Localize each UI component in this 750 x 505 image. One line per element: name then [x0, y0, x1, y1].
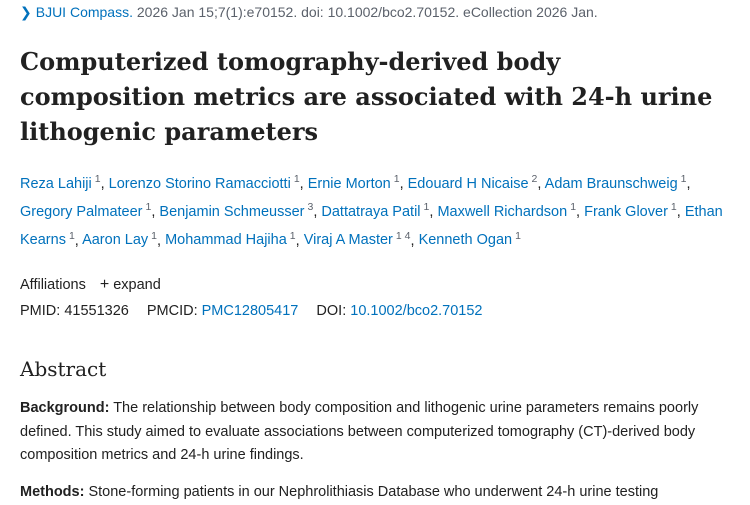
author-link[interactable]: Benjamin Schmeusser — [159, 204, 305, 221]
pmid-value: 41551326 — [64, 303, 129, 319]
author-affiliation-number[interactable]: 1 — [423, 201, 430, 214]
author-entry: Ethan Kearns 1 — [20, 204, 723, 248]
author-entry: Frank Glover 1 — [584, 201, 677, 221]
author-link[interactable]: Edouard H Nicaise — [407, 175, 529, 192]
affiliations-row: Affiliations + expand — [20, 276, 161, 294]
abstract-heading: Abstract — [20, 357, 107, 381]
expand-label: expand — [113, 277, 161, 293]
author-entry: Ernie Morton 1 — [307, 173, 400, 192]
citation-details: 2026 Jan 15;7(1):e70152. doi: 10.1002/bc… — [136, 4, 598, 20]
author-entry: Lorenzo Storino Ramacciotti 1 — [108, 173, 300, 192]
identifiers-row: PMID: 41551326 PMCID: PMC12805417 DOI: 1… — [20, 303, 497, 319]
author-affiliation-number[interactable]: 1 — [670, 201, 677, 214]
author-entry: Viraj A Master 1 4 — [303, 229, 411, 249]
author-link[interactable]: Aaron Lay — [82, 232, 149, 249]
author-entry: Kenneth Ogan 1 — [418, 229, 521, 249]
background-label: Background: — [20, 400, 110, 416]
author-list: Reza Lahiji 1, Lorenzo Storino Ramacciott… — [20, 173, 723, 249]
author-link[interactable]: Ethan Kearns — [20, 204, 723, 249]
author-affiliation-number[interactable]: 1 — [94, 173, 101, 185]
author-link[interactable]: Kenneth Ogan — [418, 232, 513, 249]
author-affiliation-number[interactable]: 3 — [307, 201, 314, 214]
author-entry: Gregory Palmateer 1 — [20, 201, 152, 221]
author-affiliation-number[interactable]: 1 — [145, 201, 152, 214]
author-link[interactable]: Ernie Morton — [307, 175, 391, 192]
author-affiliation-number[interactable]: 1 — [293, 173, 300, 185]
author-link[interactable]: Viraj A Master — [303, 232, 393, 249]
methods-text: Stone-forming patients in our Nephrolith… — [88, 484, 659, 500]
journal-link[interactable]: BJUI Compass. — [35, 4, 133, 20]
expand-affiliations-button[interactable]: + expand — [99, 276, 161, 293]
author-entry: Reza Lahiji 1 — [20, 173, 101, 192]
methods-label: Methods: — [20, 484, 85, 500]
pmcid-link[interactable]: PMC12805417 — [201, 303, 299, 319]
author-entry: Dattatraya Patil 1 — [321, 201, 430, 221]
doi-group: DOI: 10.1002/bco2.70152 — [316, 303, 482, 319]
author-affiliation-number[interactable]: 1 — [68, 229, 75, 242]
pmid-label: PMID: — [20, 303, 61, 319]
citation-line: ❯ BJUI Compass. 2026 Jan 15;7(1):e70152. … — [20, 4, 598, 21]
author-affiliation-number[interactable]: 1 — [289, 229, 296, 242]
author-link[interactable]: Maxwell Richardson — [437, 204, 568, 221]
author-affiliation-number[interactable]: 1 — [570, 201, 577, 214]
abstract-background: Background: The relationship between bod… — [20, 397, 730, 468]
author-affiliation-number[interactable]: 1 — [393, 173, 400, 185]
author-entry: Aaron Lay 1 — [82, 229, 158, 249]
chevron-right-icon[interactable]: ❯ — [20, 4, 32, 20]
author-entry: Adam Braunschweig 1 — [544, 173, 687, 192]
author-affiliation-number[interactable]: 1 — [151, 229, 158, 242]
doi-label: DOI: — [316, 303, 347, 319]
pmcid-label: PMCID: — [146, 303, 198, 319]
author-affiliation-number[interactable]: 1 — [680, 173, 687, 185]
plus-icon: + — [99, 276, 110, 293]
author-link[interactable]: Gregory Palmateer — [20, 204, 143, 221]
author-affiliation-number[interactable]: 1 — [515, 229, 521, 242]
author-entry: Benjamin Schmeusser 3 — [159, 201, 314, 221]
pmid-group: PMID: 41551326 — [20, 303, 129, 319]
author-link[interactable]: Lorenzo Storino Ramacciotti — [108, 175, 291, 192]
author-affiliation-number[interactable]: 1 4 — [395, 229, 411, 242]
author-link[interactable]: Reza Lahiji — [20, 175, 92, 192]
article-title: Computerized tomography-derived body com… — [20, 47, 713, 146]
author-affiliation-number[interactable]: 2 — [531, 173, 538, 185]
doi-link[interactable]: 10.1002/bco2.70152 — [350, 303, 483, 319]
abstract-methods: Methods: Stone-forming patients in our N… — [20, 481, 730, 505]
author-entry: Edouard H Nicaise 2 — [407, 173, 538, 192]
author-link[interactable]: Mohammad Hajiha — [165, 232, 287, 249]
author-link[interactable]: Dattatraya Patil — [321, 204, 421, 221]
affiliations-label: Affiliations — [20, 277, 86, 293]
author-link[interactable]: Frank Glover — [584, 204, 668, 221]
author-link[interactable]: Adam Braunschweig — [544, 175, 678, 192]
pmcid-group: PMCID: PMC12805417 — [147, 303, 299, 319]
author-entry: Maxwell Richardson 1 — [437, 201, 577, 221]
background-text: The relationship between body compositio… — [20, 400, 699, 463]
author-entry: Mohammad Hajiha 1 — [165, 229, 296, 249]
